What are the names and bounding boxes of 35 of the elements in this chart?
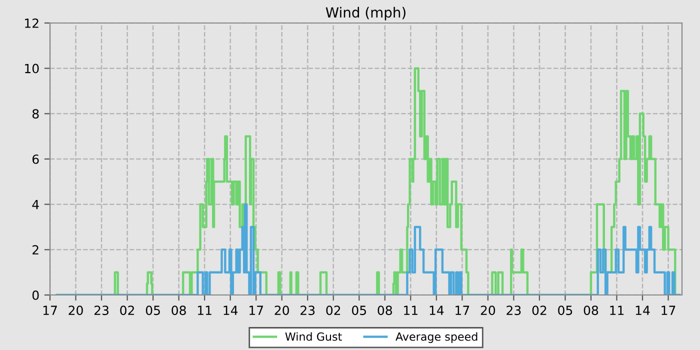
x-tick-label: 08 xyxy=(378,306,392,316)
chart-title: Wind (mph) xyxy=(326,6,406,20)
x-tick-label: 23 xyxy=(94,306,108,316)
x-tick-label: 11 xyxy=(610,306,624,315)
y-tick-label: 2 xyxy=(32,245,38,254)
x-tick-label: 23 xyxy=(506,306,521,316)
x-tick-label: 20 xyxy=(480,306,496,316)
x-tick-label: 02 xyxy=(532,306,546,316)
y-tick-label: 4 xyxy=(32,200,39,210)
y-tick-label: 6 xyxy=(32,154,39,164)
x-tick-label: 14 xyxy=(636,306,650,315)
x-tick-label: 11 xyxy=(404,306,418,315)
x-tick-label: 05 xyxy=(558,306,572,316)
x-tick-label: 02 xyxy=(120,306,134,316)
y-tick-label: 10 xyxy=(25,64,39,74)
legend-label: Average speed xyxy=(396,332,478,343)
x-tick-label: 20 xyxy=(68,306,83,316)
x-tick-label: 17 xyxy=(43,306,57,315)
x-tick-label: 02 xyxy=(326,306,340,316)
x-tick-label: 14 xyxy=(430,306,444,315)
x-tick-label: 20 xyxy=(274,306,289,316)
x-tick-label: 17 xyxy=(662,306,676,315)
x-tick-label: 08 xyxy=(584,306,598,316)
x-tick-label: 17 xyxy=(250,306,263,315)
x-tick-label: 17 xyxy=(456,306,470,315)
x-tick-label: 05 xyxy=(146,306,160,316)
x-tick-label: 23 xyxy=(300,306,315,316)
x-tick-label: 05 xyxy=(352,306,366,316)
x-tick-label: 08 xyxy=(172,306,186,316)
x-tick-label: 11 xyxy=(198,306,212,315)
y-tick-label: 8 xyxy=(32,109,39,119)
x-tick-label: 14 xyxy=(224,306,238,315)
y-tick-label: 0 xyxy=(32,290,39,300)
y-tick-label: 12 xyxy=(25,18,38,28)
legend-label: Wind Gust xyxy=(285,332,342,341)
